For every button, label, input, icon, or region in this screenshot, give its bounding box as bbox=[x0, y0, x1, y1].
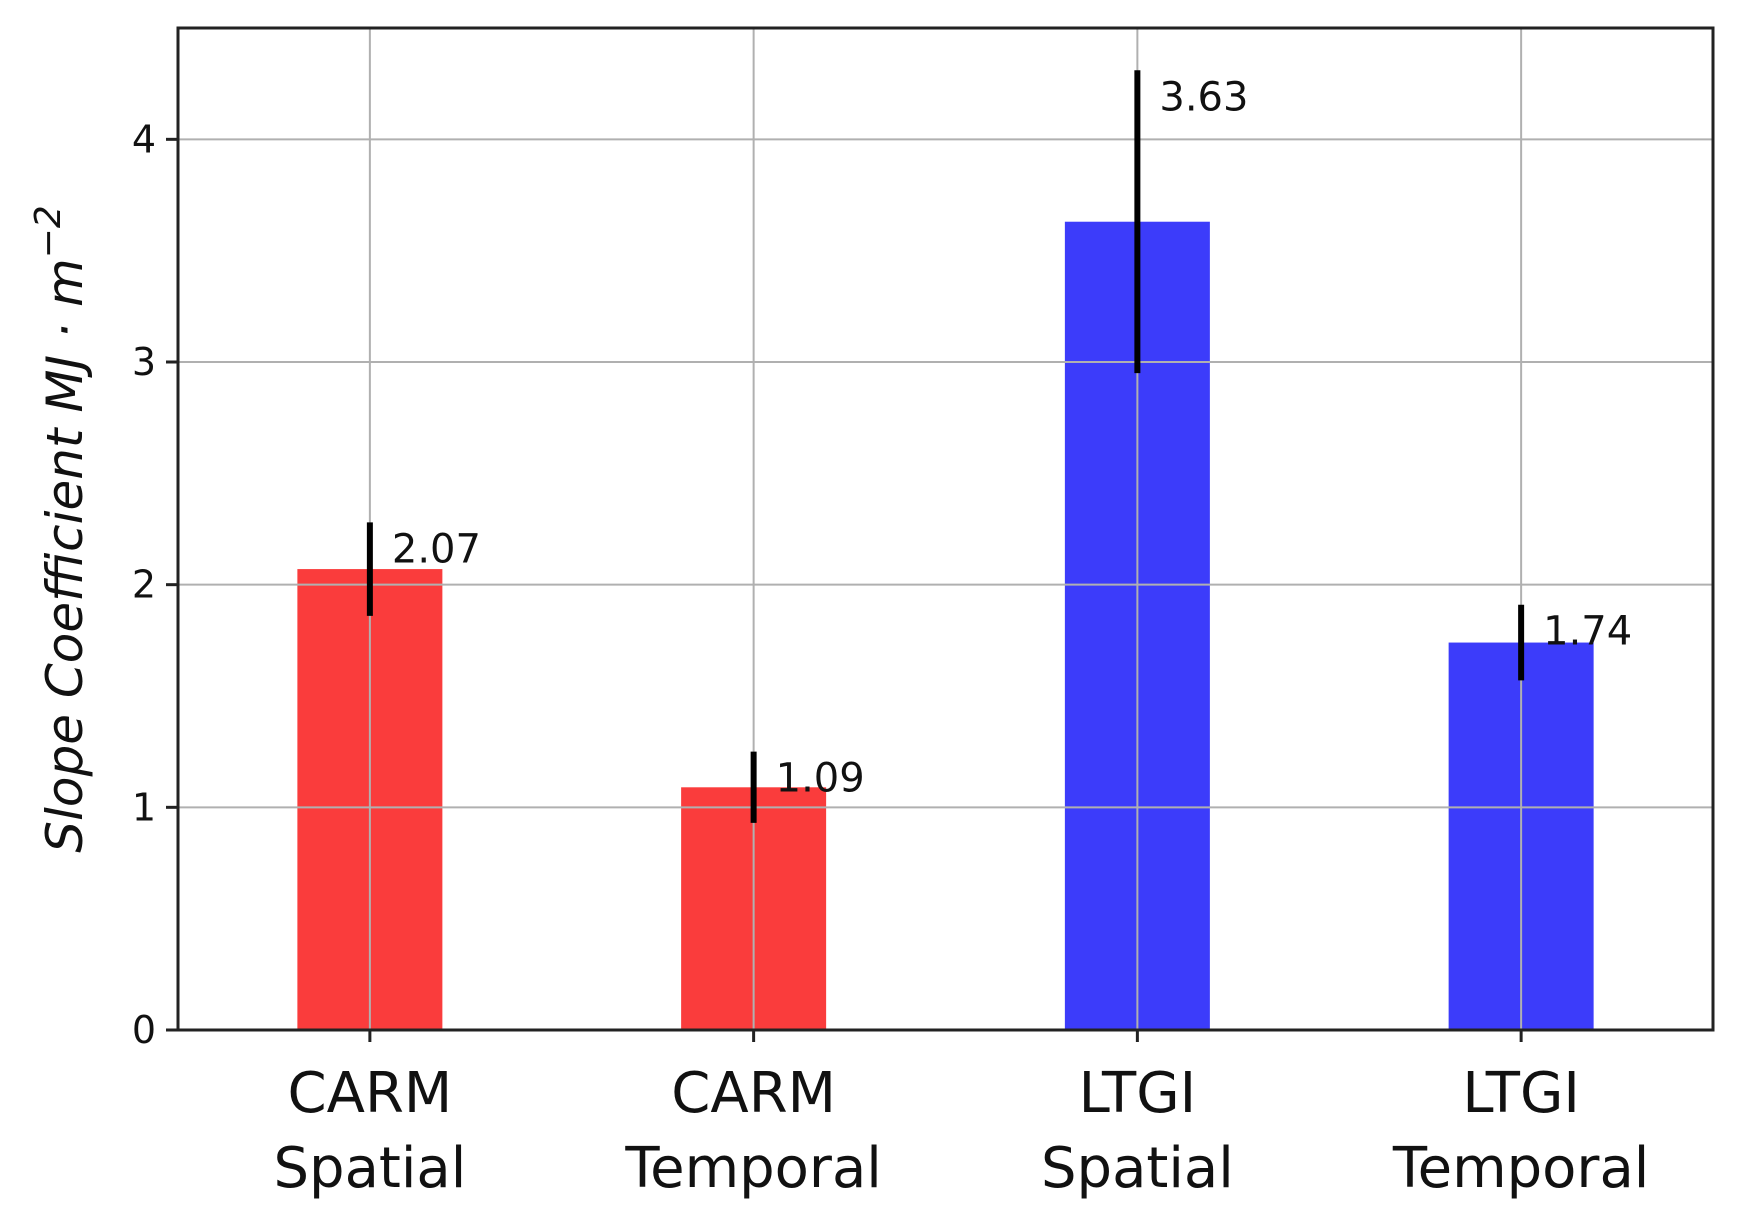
axis-ticks bbox=[166, 137, 1523, 1042]
data-label-2: 3.63 bbox=[1159, 74, 1248, 120]
x-tick-label-1-line-1: Temporal bbox=[624, 1136, 881, 1201]
y-axis-label-superscript: −2 bbox=[28, 205, 69, 258]
x-tick-label-2-line-0: LTGI bbox=[1079, 1061, 1197, 1126]
x-tick-label-1-line-0: CARM bbox=[671, 1061, 836, 1126]
data-label-1: 1.09 bbox=[776, 756, 865, 802]
data-label-0: 2.07 bbox=[392, 526, 481, 572]
y-tick-label-1: 1 bbox=[132, 785, 156, 829]
y-tick-label-2: 2 bbox=[132, 563, 156, 607]
x-tick-label-3-line-1: Temporal bbox=[1392, 1136, 1649, 1201]
x-tick-label-0-line-1: Spatial bbox=[273, 1136, 466, 1201]
x-tick-label-0-line-0: CARM bbox=[288, 1061, 453, 1126]
bars bbox=[297, 221, 1594, 1031]
y-axis-label-main: Slope Coefficient MJ · m bbox=[36, 258, 94, 852]
x-tick-label-3-line-0: LTGI bbox=[1462, 1061, 1580, 1126]
y-tick-label-4: 4 bbox=[132, 117, 156, 161]
y-axis-label: Slope Coefficient MJ · m−2 bbox=[28, 205, 94, 853]
labels: 0 1 2 3 4 CARM Spatial CARM Temporal LTGI Spatial L… bbox=[132, 74, 1650, 1201]
x-tick-label-2-line-1: Spatial bbox=[1041, 1136, 1234, 1201]
plot-frame bbox=[176, 26, 1715, 1032]
data-label-3: 1.74 bbox=[1543, 609, 1632, 655]
y-tick-label-0: 0 bbox=[132, 1008, 156, 1052]
y-tick-label-3: 3 bbox=[132, 340, 156, 384]
error-bars bbox=[366, 70, 1525, 823]
